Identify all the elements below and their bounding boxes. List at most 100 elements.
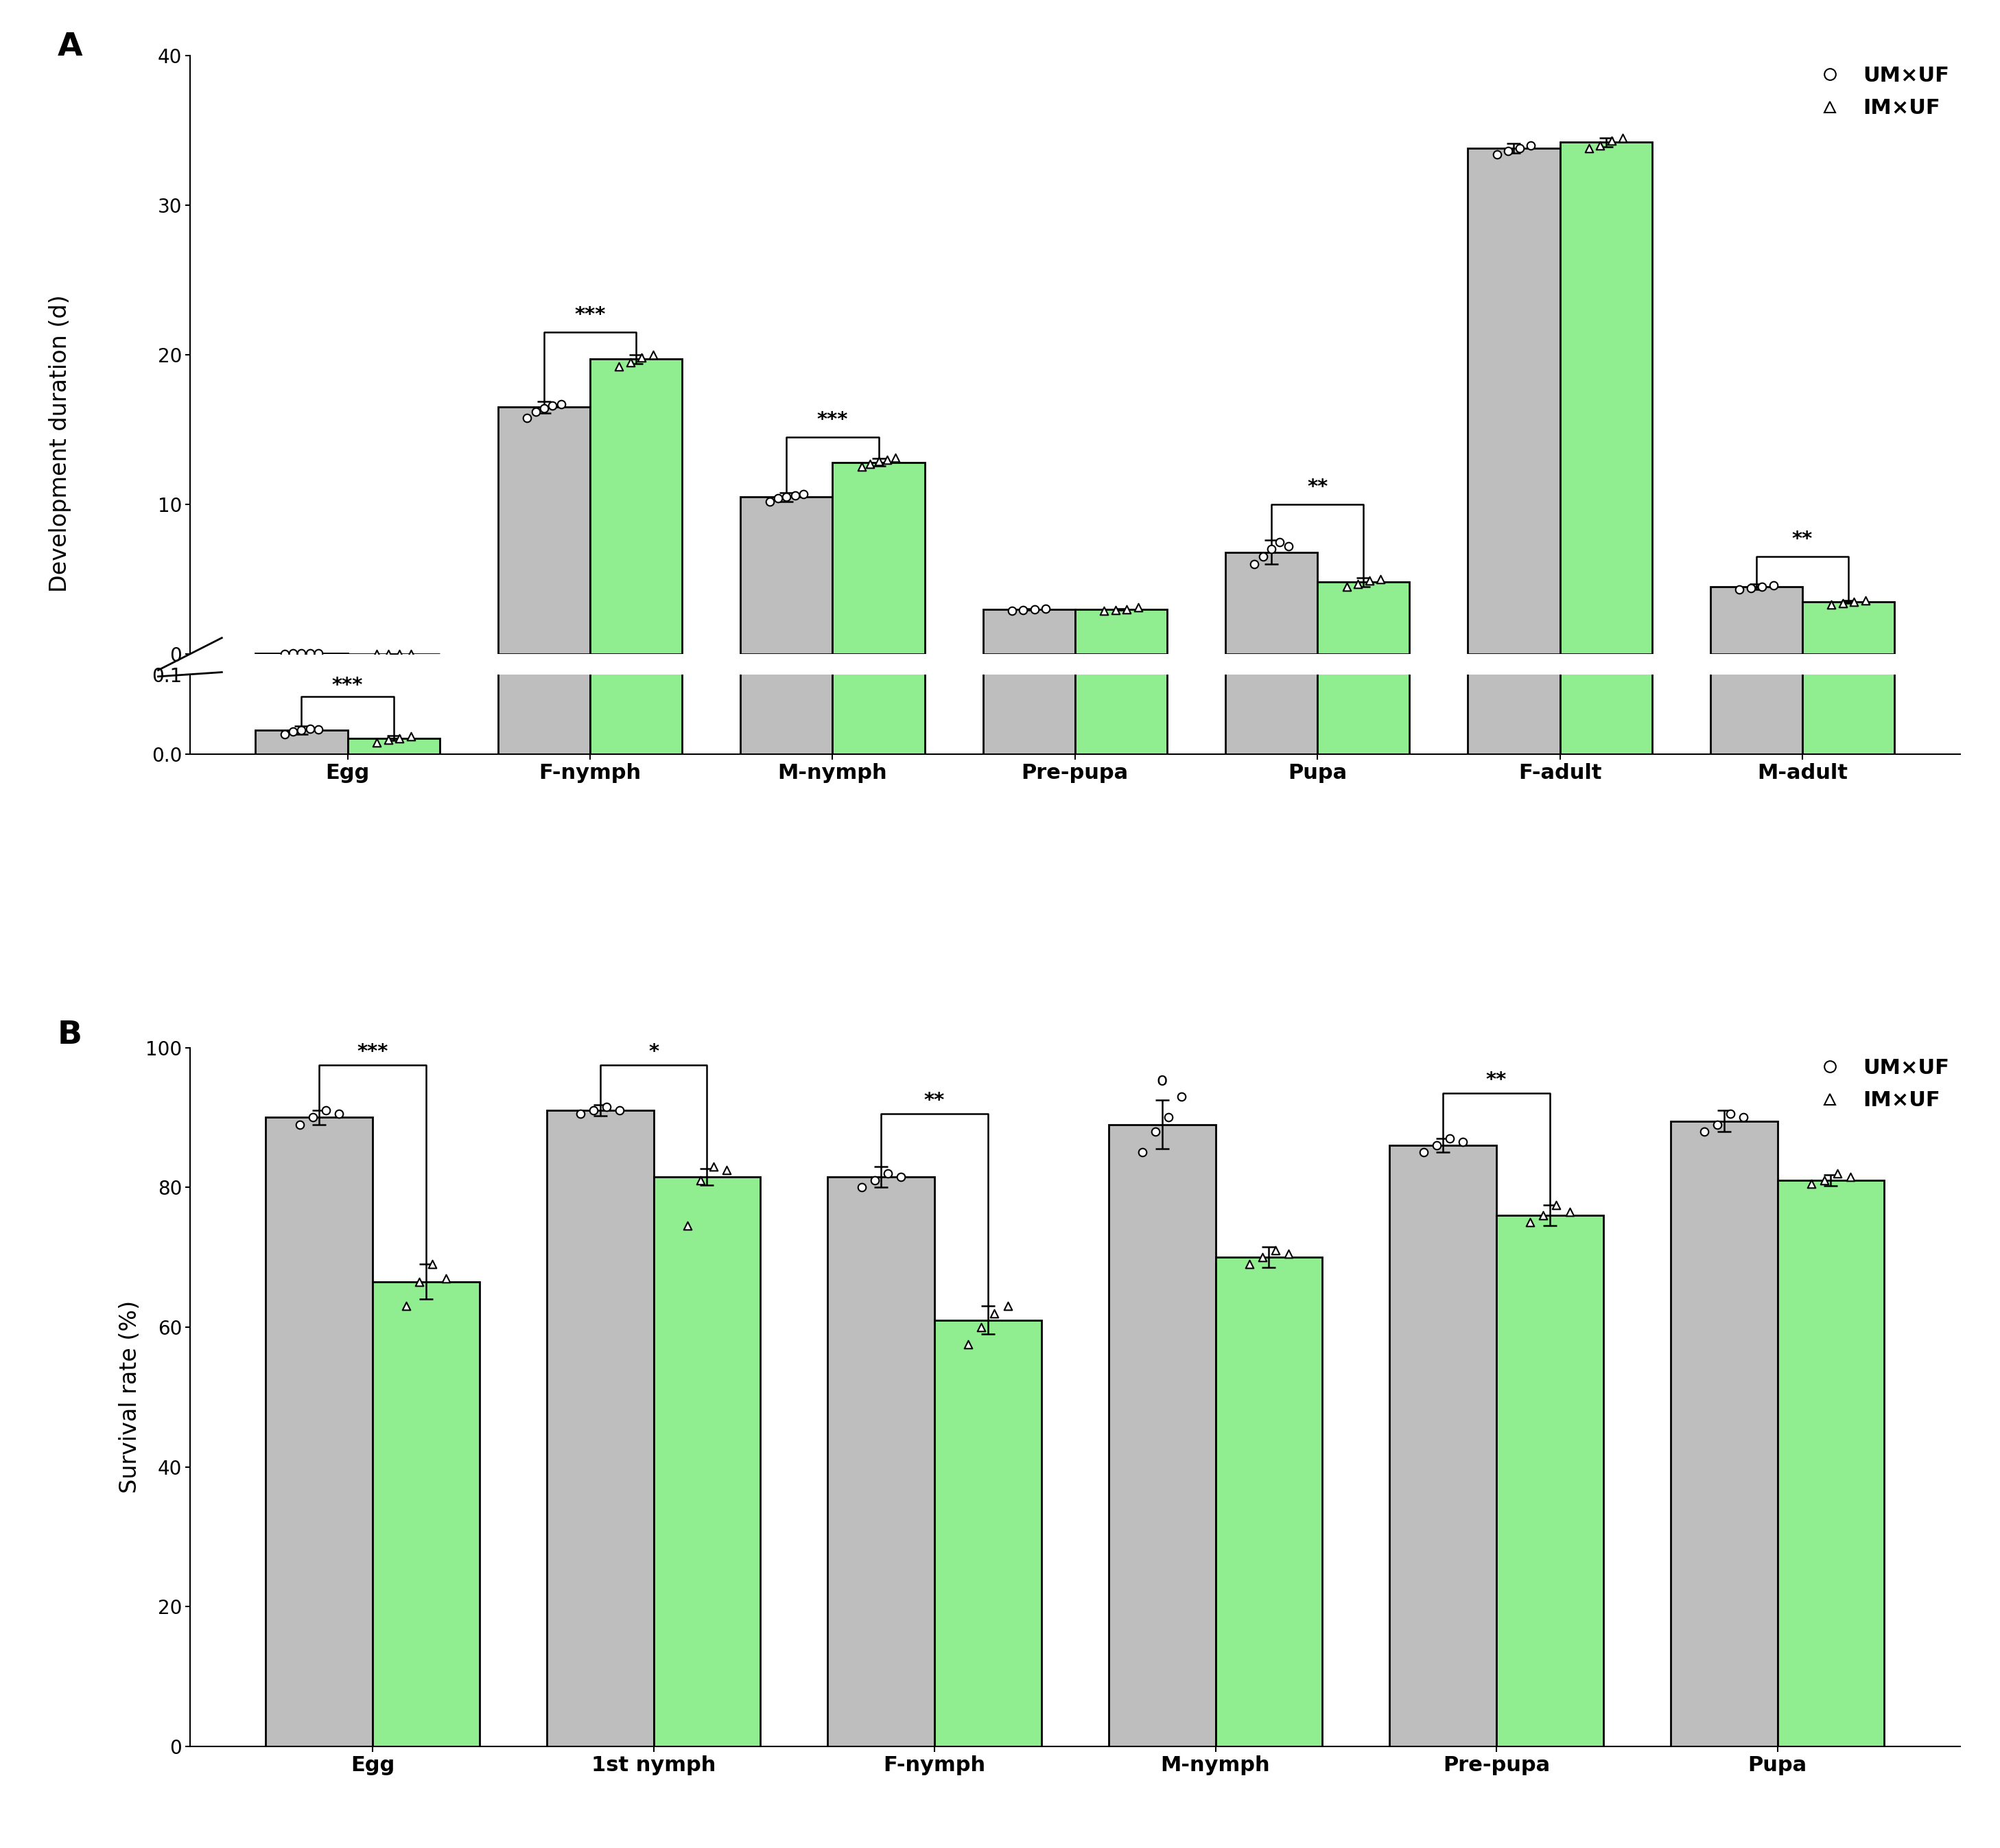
Bar [1496,1216,1604,1746]
Point [268,639,300,669]
Point [1140,1116,1172,1146]
Point [1420,1131,1452,1161]
Point [302,639,334,669]
Point [754,486,786,516]
Bar [934,1319,1042,1746]
Bar [266,1118,372,1746]
Point [604,351,636,381]
Point [1264,527,1296,556]
Bar [1318,0,1410,754]
Bar [828,1177,934,1746]
Point [512,403,544,432]
Text: Development duration (d): Development duration (d) [48,294,72,593]
Point [296,1103,328,1133]
Text: ***: *** [332,676,364,695]
Point [1088,595,1120,625]
Point [672,1210,704,1240]
Point [284,1109,316,1138]
Point [778,480,810,510]
Text: A: A [58,31,82,63]
Point [626,344,658,373]
Point [604,1096,636,1125]
Bar [1670,1122,1778,1746]
Point [1728,1103,1760,1133]
Point [614,347,646,377]
Point [1492,137,1524,166]
Legend: UM×UF, IM×UF: UM×UF, IM×UF [1808,67,1950,118]
Point [1354,565,1386,595]
Point [710,1155,742,1185]
Point [384,723,416,752]
Text: B: B [58,1020,82,1050]
Point [1246,1242,1278,1271]
Point [1256,534,1288,564]
Point [294,713,326,743]
Point [1540,1190,1572,1220]
Point [1434,1124,1466,1153]
Point [286,639,318,669]
Point [1514,1207,1546,1236]
Point [638,340,670,370]
Point [1702,1109,1734,1138]
Point [788,479,820,508]
Point [854,449,886,479]
Bar [256,730,348,754]
Bar [832,462,924,654]
Point [360,639,392,669]
Point [1480,139,1512,168]
Point [880,444,912,473]
Point [1584,131,1616,161]
Point [394,639,426,669]
Point [1850,586,1882,615]
Point [520,397,552,427]
Bar [498,0,590,754]
Point [1714,1100,1746,1129]
Point [1110,595,1142,625]
Bar [1710,586,1802,654]
Point [322,1100,354,1129]
Point [528,394,560,423]
Point [302,715,334,745]
Point [996,595,1028,625]
Point [1272,532,1304,562]
Bar [590,359,682,654]
Point [1688,1116,1720,1146]
Bar [740,497,832,654]
Bar [982,0,1074,754]
Bar [1318,582,1410,654]
Point [684,1166,716,1196]
Point [430,1264,462,1294]
Point [384,639,416,669]
Point [1514,131,1546,161]
Bar [1778,1181,1884,1746]
Text: ***: *** [358,1042,388,1061]
Point [1446,1127,1478,1157]
Point [564,1100,596,1129]
Text: *: * [648,1042,658,1061]
Text: **: ** [924,1092,944,1111]
Point [544,390,576,419]
Point [1838,588,1870,617]
Bar [1802,0,1894,754]
Point [1126,1138,1158,1168]
Point [294,639,326,669]
Point [1574,133,1606,163]
Bar [348,737,440,754]
Y-axis label: Survival rate (%): Survival rate (%) [118,1301,142,1493]
Point [394,723,426,752]
Point [978,1299,1010,1329]
Bar [982,610,1074,654]
Point [872,445,904,475]
Bar [1468,148,1560,654]
Legend: UM×UF, IM×UF: UM×UF, IM×UF [1808,1059,1950,1111]
Point [286,715,318,745]
Point [1596,126,1628,155]
Point [858,1166,890,1196]
Point [1166,1081,1198,1111]
Bar [1226,553,1318,654]
Bar [1802,602,1894,654]
Point [1238,549,1270,578]
Text: **: ** [1486,1070,1506,1090]
Point [268,719,300,748]
Point [578,1096,610,1125]
